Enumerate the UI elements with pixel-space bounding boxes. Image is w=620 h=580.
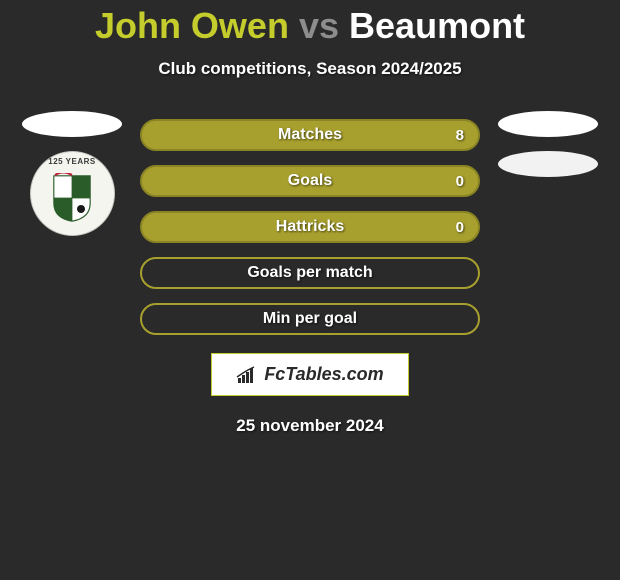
stat-right-value: 0 [434,219,464,236]
player1-crest: 125 YEARS [30,151,115,236]
crest-text: 125 YEARS [30,157,115,166]
brand-box: FcTables.com [211,353,408,396]
stat-right-value: 0 [434,173,464,190]
stat-right-value: 8 [434,127,464,144]
date-text: 25 november 2024 [236,416,383,436]
stats-column: Matches 8 Goals 0 Hattricks 0 Goals per … [140,119,480,335]
stat-row-min-per-goal: Min per goal [140,303,480,335]
player1-name: John Owen [95,5,289,46]
shield-icon [51,173,93,223]
player1-flag [22,111,122,137]
chart-icon [236,366,258,384]
left-side: 125 YEARS [22,111,122,236]
player2-crest-placeholder [498,151,598,177]
stat-row-hattricks: Hattricks 0 [140,211,480,243]
stat-row-goals-per-match: Goals per match [140,257,480,289]
player2-flag [498,111,598,137]
vs-text: vs [299,5,339,46]
right-side [498,111,598,177]
main-row: 125 YEARS Matches 8 Goal [0,119,620,335]
subtitle: Club competitions, Season 2024/2025 [158,59,461,79]
stat-row-matches: Matches 8 [140,119,480,151]
stat-label: Goals [288,172,332,190]
stat-row-goals: Goals 0 [140,165,480,197]
stat-label: Min per goal [263,310,357,328]
player2-name: Beaumont [349,5,525,46]
stat-label: Goals per match [247,264,372,282]
stat-label: Hattricks [276,218,344,236]
comparison-title: John Owen vs Beaumont [95,5,525,47]
brand-name: FcTables.com [264,364,383,385]
stat-label: Matches [278,126,342,144]
